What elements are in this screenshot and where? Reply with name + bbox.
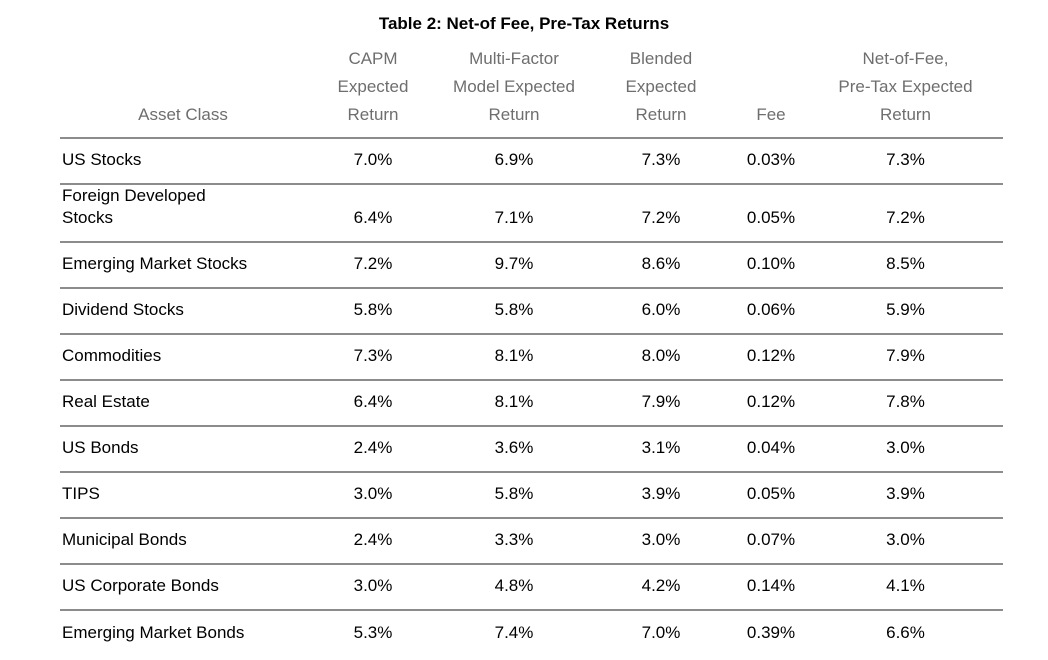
table-row-dividend-stocks: Dividend Stocks 5.8% 5.8% 6.0% 0.06% 5.9…	[60, 288, 1003, 334]
multi-factor-return-cell: 4.8%	[494, 576, 534, 595]
column-header-net-of-fee-return: Net-of-Fee, Pre-Tax Expected Return	[838, 49, 973, 124]
table-row-municipal-bonds: Municipal Bonds 2.4% 3.3% 3.0% 0.07% 3.0…	[60, 518, 1003, 564]
asset-class-cell: Municipal Bonds	[62, 530, 187, 549]
multi-factor-return-cell: 3.3%	[494, 530, 534, 549]
net-of-fee-return-cell: 4.1%	[886, 576, 925, 595]
asset-class-cell: Emerging Market Bonds	[62, 623, 245, 642]
capm-return-cell: 3.0%	[353, 576, 393, 595]
fee-cell: 0.05%	[746, 208, 796, 227]
net-of-fee-return-cell: 6.6%	[886, 623, 925, 642]
fee-cell: 0.12%	[746, 346, 796, 365]
capm-return-cell: 3.0%	[353, 484, 393, 503]
blended-return-cell: 7.0%	[641, 623, 681, 642]
fee-cell: 0.06%	[746, 300, 796, 319]
net-of-fee-return-cell: 3.0%	[886, 438, 925, 457]
capm-return-cell: 6.4%	[353, 208, 393, 227]
fee-cell: 0.07%	[746, 530, 796, 549]
fee-cell: 0.10%	[746, 254, 796, 273]
fee-cell: 0.03%	[746, 150, 796, 169]
asset-class-cell: US Stocks	[62, 150, 142, 169]
multi-factor-return-cell: 3.6%	[494, 438, 534, 457]
multi-factor-return-cell: 6.9%	[494, 150, 534, 169]
net-of-fee-return-cell: 7.8%	[886, 392, 925, 411]
net-of-fee-return-cell: 7.2%	[886, 208, 925, 227]
table-row-tips: TIPS 3.0% 5.8% 3.9% 0.05% 3.9%	[60, 472, 1003, 518]
blended-return-cell: 8.0%	[641, 346, 681, 365]
capm-return-cell: 7.3%	[353, 346, 393, 365]
table-row-us-corporate-bonds: US Corporate Bonds 3.0% 4.8% 4.2% 0.14% …	[60, 564, 1003, 610]
net-of-fee-return-cell: 5.9%	[886, 300, 925, 319]
fee-cell: 0.12%	[746, 392, 796, 411]
fee-cell: 0.39%	[746, 623, 796, 642]
capm-return-cell: 6.4%	[353, 392, 393, 411]
blended-return-cell: 6.0%	[641, 300, 681, 319]
column-header-fee: Fee	[756, 105, 786, 124]
fee-cell: 0.04%	[746, 438, 796, 457]
net-of-fee-return-cell: 3.9%	[886, 484, 925, 503]
capm-return-cell: 7.2%	[353, 254, 393, 273]
blended-return-cell: 7.3%	[641, 150, 681, 169]
table-row-emerging-market-bonds: Emerging Market Bonds 5.3% 7.4% 7.0% 0.3…	[60, 610, 1003, 656]
blended-return-cell: 3.9%	[641, 484, 681, 503]
blended-return-cell: 3.1%	[641, 438, 681, 457]
multi-factor-return-cell: 7.4%	[494, 623, 534, 642]
net-of-fee-return-cell: 3.0%	[886, 530, 925, 549]
asset-class-cell: Real Estate	[62, 392, 150, 411]
multi-factor-return-cell: 8.1%	[494, 346, 534, 365]
table-row-us-stocks: US Stocks 7.0% 6.9% 7.3% 0.03% 7.3%	[60, 138, 1003, 184]
multi-factor-return-cell: 5.8%	[494, 300, 534, 319]
net-of-fee-return-cell: 7.3%	[886, 150, 925, 169]
blended-return-cell: 3.0%	[641, 530, 681, 549]
net-of-fee-return-cell: 8.5%	[886, 254, 925, 273]
asset-class-cell: US Corporate Bonds	[62, 576, 219, 595]
column-header-capm-expected-return: CAPM Expected Return	[337, 49, 409, 124]
net-of-fee-return-cell: 7.9%	[886, 346, 925, 365]
asset-class-cell: Emerging Market Stocks	[62, 254, 248, 273]
capm-return-cell: 5.8%	[353, 300, 393, 319]
capm-return-cell: 7.0%	[353, 150, 393, 169]
blended-return-cell: 4.2%	[641, 576, 681, 595]
table-row-commodities: Commodities 7.3% 8.1% 8.0% 0.12% 7.9%	[60, 334, 1003, 380]
table-row-real-estate: Real Estate 6.4% 8.1% 7.9% 0.12% 7.8%	[60, 380, 1003, 426]
multi-factor-return-cell: 8.1%	[494, 392, 534, 411]
blended-return-cell: 7.2%	[641, 208, 681, 227]
returns-table: Asset Class CAPM Expected Return Multi-F…	[60, 34, 1003, 656]
capm-return-cell: 2.4%	[353, 438, 393, 457]
column-header-multi-factor-expected-return: Multi-Factor Model Expected Return	[453, 49, 575, 124]
asset-class-cell: Dividend Stocks	[62, 300, 184, 319]
multi-factor-return-cell: 7.1%	[494, 208, 534, 227]
table-row-emerging-market-stocks: Emerging Market Stocks 7.2% 9.7% 8.6% 0.…	[60, 242, 1003, 288]
asset-class-cell: Foreign Developed Stocks	[62, 186, 206, 227]
multi-factor-return-cell: 9.7%	[494, 254, 534, 273]
header-row: Asset Class CAPM Expected Return Multi-F…	[60, 34, 1003, 138]
multi-factor-return-cell: 5.8%	[494, 484, 534, 503]
table-title: Table 2: Net-of Fee, Pre-Tax Returns	[378, 14, 670, 33]
column-header-asset-class: Asset Class	[138, 105, 228, 124]
asset-class-cell: Commodities	[62, 346, 162, 365]
fee-cell: 0.05%	[746, 484, 796, 503]
capm-return-cell: 5.3%	[353, 623, 393, 642]
table-row-foreign-developed-stocks: Foreign Developed Stocks 6.4% 7.1% 7.2% …	[60, 184, 1003, 242]
column-header-blended-expected-return: Blended Expected Return	[625, 49, 697, 124]
blended-return-cell: 7.9%	[641, 392, 681, 411]
capm-return-cell: 2.4%	[353, 530, 393, 549]
asset-class-cell: TIPS	[62, 484, 100, 503]
blended-return-cell: 8.6%	[641, 254, 681, 273]
table-row-us-bonds: US Bonds 2.4% 3.6% 3.1% 0.04% 3.0%	[60, 426, 1003, 472]
fee-cell: 0.14%	[746, 576, 796, 595]
asset-class-cell: US Bonds	[62, 438, 139, 457]
